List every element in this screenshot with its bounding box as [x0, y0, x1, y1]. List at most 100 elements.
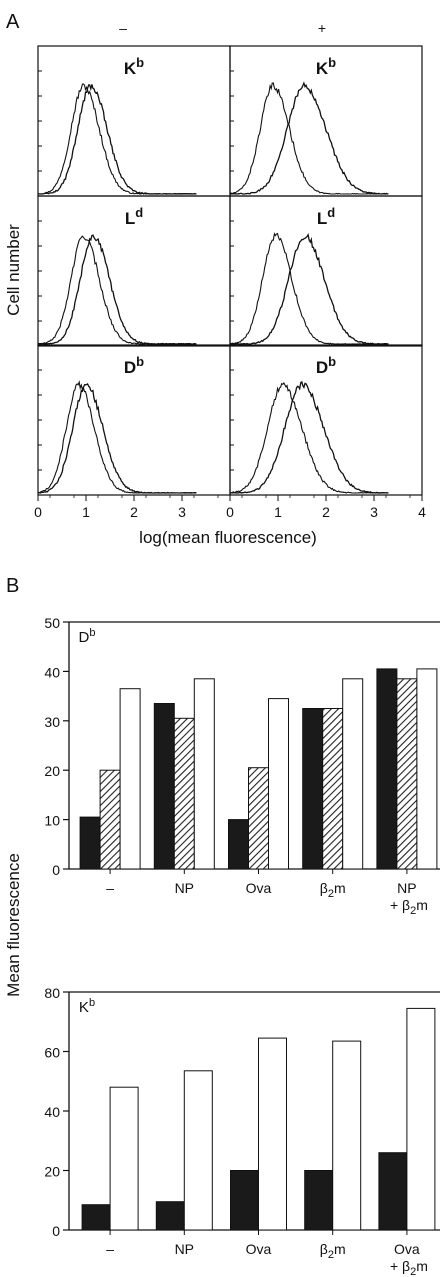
category-label-tail: m — [416, 897, 428, 913]
x-tick-label: 2 — [130, 504, 138, 520]
x-tick-label: 4 — [418, 504, 426, 520]
column-header-minus: – — [119, 20, 127, 36]
bar — [155, 1201, 185, 1231]
y-tick-label: 40 — [44, 1104, 60, 1120]
x-tick-label: 1 — [274, 504, 282, 520]
bar — [109, 1086, 139, 1231]
chart-title-base: K — [79, 999, 89, 1016]
bar — [81, 1204, 111, 1231]
histogram-series-2 — [229, 380, 389, 494]
category-label-tail: m — [334, 1241, 346, 1257]
bar — [119, 688, 141, 870]
y-tick-label: 60 — [44, 1045, 60, 1061]
category-label: NP — [175, 1241, 194, 1257]
category-label-base: + β — [390, 1258, 410, 1274]
histogram-label: Db — [124, 354, 144, 377]
histogram-label-base: K — [316, 59, 329, 78]
histogram-series-2 — [230, 81, 389, 195]
column-header-plus: + — [318, 20, 326, 36]
bar — [302, 708, 324, 870]
category-label: – — [106, 1241, 114, 1257]
category-label: – — [106, 880, 114, 896]
histogram-series-1 — [229, 382, 389, 494]
histogram-label: Kb — [124, 55, 144, 78]
histogram-series-2 — [37, 234, 197, 345]
category-label: NP — [397, 880, 416, 896]
histogram-label: Ld — [317, 205, 335, 228]
category-label-base: + β — [390, 897, 410, 913]
y-tick-label: 10 — [44, 813, 60, 829]
y-tick-label: 20 — [44, 1164, 60, 1180]
chart-title: Db — [79, 627, 96, 646]
chart-title-sup: b — [89, 627, 95, 639]
category-label-line2: + β2m — [390, 1258, 428, 1277]
histogram-label-base: K — [124, 59, 137, 78]
histogram-label: Kb — [316, 55, 336, 78]
bar — [248, 767, 269, 870]
histogram-series-1 — [38, 83, 197, 195]
histogram-series-1 — [229, 82, 389, 195]
bar — [99, 769, 121, 870]
bar — [322, 708, 344, 870]
bar — [268, 698, 289, 870]
x-tick-label: 0 — [226, 504, 234, 520]
bar — [230, 1170, 259, 1231]
x-tick-label: 3 — [370, 504, 378, 520]
panel-a-y-axis-label: Cell number — [4, 224, 23, 316]
category-label-sub: 2 — [410, 905, 416, 917]
category-label: NP — [175, 880, 194, 896]
histogram-series-1 — [229, 232, 389, 345]
histogram-series-2 — [229, 233, 389, 345]
category-label-sub: 2 — [328, 1249, 334, 1261]
histogram-label: Db — [316, 354, 336, 377]
category-label-sub: 2 — [328, 888, 334, 900]
histogram-series-1 — [37, 235, 197, 345]
bar — [378, 1152, 408, 1231]
category-label: Ova — [246, 880, 272, 896]
y-tick-label: 80 — [44, 985, 60, 1001]
x-tick-label: 3 — [178, 504, 186, 520]
histogram-label-sup: b — [328, 354, 336, 369]
x-tick-label: 0 — [34, 504, 42, 520]
bar — [153, 703, 175, 870]
bar — [416, 668, 438, 870]
category-label-tail: m — [334, 880, 346, 896]
histogram-label-sup: d — [327, 205, 335, 220]
y-tick-label: 0 — [52, 862, 60, 878]
bar — [79, 816, 101, 870]
y-tick-label: 40 — [44, 664, 60, 680]
chart-title-sup: b — [89, 997, 95, 1009]
bar — [258, 1037, 287, 1231]
panel-a-x-axis-label: log(mean fluorescence) — [139, 528, 317, 547]
histogram-label-base: L — [317, 209, 327, 228]
bar — [332, 1040, 362, 1231]
panel-b-y-axis-label: Mean fluorescence — [4, 853, 23, 997]
bar — [228, 819, 249, 870]
category-label-base: β — [320, 880, 328, 896]
histogram-series-2 — [37, 84, 197, 195]
bar — [183, 1070, 213, 1231]
histogram-label-base: D — [316, 358, 328, 377]
bar — [342, 678, 364, 870]
y-tick-label: 20 — [44, 763, 60, 779]
histogram-label-sup: d — [135, 205, 143, 220]
bar — [406, 1007, 436, 1231]
y-tick-label: 50 — [44, 615, 60, 631]
category-label-base: β — [320, 1241, 328, 1257]
y-tick-label: 0 — [52, 1223, 60, 1239]
x-tick-label: 1 — [82, 504, 90, 520]
bar — [193, 678, 215, 870]
bar — [396, 678, 418, 870]
category-label-tail: m — [416, 1258, 428, 1274]
chart-title-base: D — [79, 629, 90, 646]
category-label: β2m — [320, 1241, 346, 1261]
y-tick-label: 30 — [44, 714, 60, 730]
histogram-label-sup: b — [328, 55, 336, 70]
histogram-label-sup: b — [136, 55, 144, 70]
histogram-label-base: D — [124, 358, 136, 377]
bar — [304, 1170, 334, 1231]
